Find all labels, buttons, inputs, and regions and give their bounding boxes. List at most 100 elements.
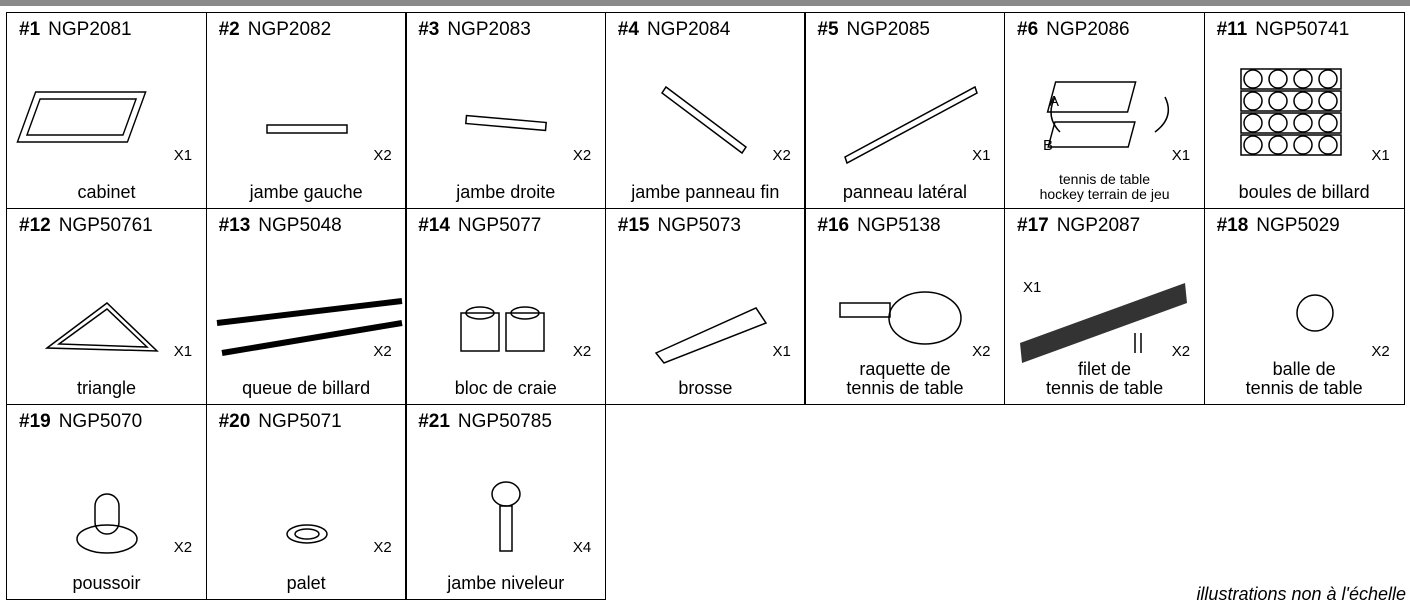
part-header: #18 NGP5029 xyxy=(1217,215,1340,237)
part-name-line: tennis de table xyxy=(1059,171,1151,187)
part-illustration xyxy=(660,85,747,155)
part-illustration xyxy=(285,524,328,544)
part-code: NGP2084 xyxy=(646,19,731,40)
part-code: NGP5073 xyxy=(657,215,741,236)
part-illustration xyxy=(839,291,963,345)
part-illustration xyxy=(465,114,548,132)
part-cell: #1 NGP2081 X1 cabinet xyxy=(6,12,208,209)
part-code: NGP5029 xyxy=(1256,215,1340,236)
part-code: NGP2082 xyxy=(247,19,332,40)
part-number: #3 xyxy=(418,19,440,40)
part-illustration xyxy=(1020,283,1187,363)
part-number: #18 xyxy=(1216,215,1249,236)
part-quantity: X2 xyxy=(1171,343,1191,360)
part-name-line: jambe droite xyxy=(456,182,556,202)
part-name-line: triangle xyxy=(77,378,137,398)
part-quantity: X2 xyxy=(1371,343,1390,360)
part-header: #13 NGP5048 xyxy=(219,215,342,237)
part-code: NGP50761 xyxy=(58,215,153,236)
part-header: #2 NGP2082 xyxy=(219,19,332,41)
part-number: #11 xyxy=(1216,19,1248,40)
part-header: #6 NGP2086 xyxy=(1017,19,1130,41)
part-code: NGP2083 xyxy=(447,19,531,40)
part-name: cabinet xyxy=(7,183,206,202)
part-header: #12 NGP50761 xyxy=(19,215,153,237)
part-code: NGP2086 xyxy=(1046,19,1130,40)
part-cell: #5 NGP2085 X1 panneau latéral xyxy=(804,12,1006,209)
part-name: boules de billard xyxy=(1205,183,1404,202)
part-name-line: palet xyxy=(286,573,326,593)
part-code: NGP50741 xyxy=(1255,19,1350,40)
part-header: #20 NGP5071 xyxy=(219,411,342,433)
part-cell: #15 NGP5073 X1 brosse xyxy=(604,208,806,405)
part-name-line: filet de xyxy=(1078,359,1132,379)
part-number: #6 xyxy=(1017,19,1039,40)
part-name: panneau latéral xyxy=(805,183,1004,202)
part-name-line: cabinet xyxy=(77,182,136,202)
part-header: #1 NGP2081 xyxy=(19,19,132,41)
part-number: #14 xyxy=(418,215,450,236)
part-number: #20 xyxy=(218,411,251,432)
part-quantity: X2 xyxy=(572,147,592,164)
part-name: balle de tennis de table xyxy=(1205,360,1404,398)
part-letter: B xyxy=(1043,137,1054,154)
part-illustration xyxy=(1046,81,1170,148)
part-number: #1 xyxy=(19,19,41,40)
part-name: raquette de tennis de table xyxy=(805,360,1004,398)
part-number: #13 xyxy=(218,215,251,236)
part-name-line: balle de xyxy=(1272,359,1336,379)
part-name: jambe panneau fin xyxy=(606,183,805,202)
part-header: #11 NGP50741 xyxy=(1217,19,1350,41)
part-illustration xyxy=(216,298,403,356)
part-illustration xyxy=(844,85,979,165)
part-header: #14 NGP5077 xyxy=(418,215,541,237)
part-code: NGP5071 xyxy=(258,411,342,432)
part-cell: #20 NGP5071 X2 palet xyxy=(205,404,407,600)
part-cell: #2 NGP2082 X2 jambe gauche xyxy=(205,12,407,209)
part-name-line: jambe panneau fin xyxy=(631,182,780,202)
part-name: queue de billard xyxy=(207,379,406,398)
part-cell: #14 NGP5077 X2 bloc de craie xyxy=(405,208,607,405)
part-quantity: X1 xyxy=(1371,147,1390,164)
part-cell: #19 NGP5070 X2 poussoir xyxy=(6,404,208,600)
part-number: #17 xyxy=(1017,215,1049,236)
part-quantity: X1 xyxy=(972,147,991,164)
part-cell: #12 NGP50761 X1 triangle xyxy=(6,208,208,405)
part-name: brosse xyxy=(606,379,805,398)
part-letter: A xyxy=(1049,93,1060,110)
part-number: #2 xyxy=(218,19,240,40)
part-name-line: queue de billard xyxy=(242,378,371,398)
part-name: triangle xyxy=(7,379,206,398)
part-header: #17 NGP2087 xyxy=(1017,215,1140,237)
part-quantity: X1 xyxy=(1171,147,1191,164)
top-bar xyxy=(0,0,1410,6)
part-name-line: hockey terrain de jeu xyxy=(1039,186,1170,202)
part-quantity: X2 xyxy=(772,147,791,164)
part-illustration xyxy=(1295,294,1334,332)
part-code: NGP5070 xyxy=(58,411,143,432)
part-name: poussoir xyxy=(7,574,206,593)
part-cell: #4 NGP2084 X2 jambe panneau fin xyxy=(604,12,806,209)
part-name: palet xyxy=(207,574,406,593)
part-quantity: X2 xyxy=(173,539,193,556)
part-quantity: X2 xyxy=(572,343,592,360)
part-number: #21 xyxy=(418,411,450,432)
part-number: #15 xyxy=(617,215,650,236)
part-name-line: boules de billard xyxy=(1238,182,1370,202)
part-name-line: jambe niveleur xyxy=(447,573,565,593)
part-name: jambe droite xyxy=(406,183,605,202)
part-code: NGP5077 xyxy=(457,215,542,236)
part-quantity: X2 xyxy=(373,343,392,360)
part-quantity: X4 xyxy=(572,539,592,556)
part-illustration xyxy=(1239,68,1342,156)
part-name-line: brosse xyxy=(678,378,733,398)
part-cell: #3 NGP2083 X2 jambe droite xyxy=(405,12,607,209)
part-illustration xyxy=(16,91,147,143)
part-number: #4 xyxy=(617,19,639,40)
part-header: #15 NGP5073 xyxy=(618,215,741,237)
part-illustration xyxy=(654,307,767,364)
part-quantity: X2 xyxy=(373,539,392,556)
part-cell: #13 NGP5048 X2 queue de billard xyxy=(205,208,407,405)
part-code: NGP5048 xyxy=(258,215,342,236)
